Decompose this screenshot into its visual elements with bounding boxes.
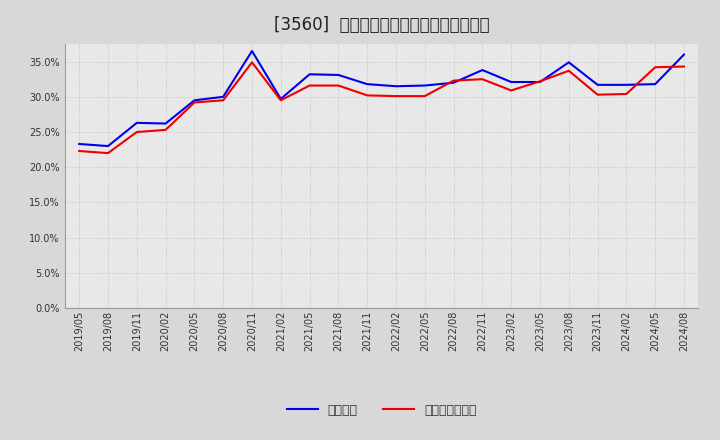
固定比率 (248, 48, 256, 54)
固定比率 (392, 84, 400, 89)
固定比率 (363, 81, 372, 87)
固定長期適合率 (622, 92, 631, 97)
固定比率 (132, 120, 141, 125)
固定比率 (564, 60, 573, 65)
固定長期適合率 (564, 68, 573, 73)
固定長期適合率 (680, 64, 688, 69)
固定比率 (507, 79, 516, 84)
固定比率 (334, 72, 343, 77)
固定比率 (276, 96, 285, 102)
固定長期適合率 (593, 92, 602, 97)
固定長期適合率 (363, 93, 372, 98)
固定長期適合率 (276, 98, 285, 103)
固定比率 (104, 143, 112, 149)
Legend: 固定比率, 固定長期適合率: 固定比率, 固定長期適合率 (282, 399, 482, 422)
固定長期適合率 (190, 100, 199, 105)
固定長期適合率 (132, 129, 141, 135)
Title: [3560]  固定比率、固定長期適合率の推移: [3560] 固定比率、固定長期適合率の推移 (274, 16, 490, 34)
固定長期適合率 (161, 127, 170, 132)
固定長期適合率 (420, 93, 429, 99)
固定比率 (593, 82, 602, 88)
固定長期適合率 (536, 79, 544, 84)
Line: 固定比率: 固定比率 (79, 51, 684, 146)
固定比率 (190, 98, 199, 103)
固定比率 (449, 80, 458, 85)
固定長期適合率 (478, 77, 487, 82)
固定比率 (622, 82, 631, 88)
固定比率 (219, 94, 228, 99)
固定比率 (305, 72, 314, 77)
固定長期適合率 (248, 60, 256, 65)
Line: 固定長期適合率: 固定長期適合率 (79, 62, 684, 153)
固定比率 (478, 67, 487, 73)
固定長期適合率 (334, 83, 343, 88)
固定比率 (651, 81, 660, 87)
固定長期適合率 (219, 98, 228, 103)
固定長期適合率 (449, 78, 458, 83)
固定長期適合率 (507, 88, 516, 93)
固定長期適合率 (392, 93, 400, 99)
固定比率 (161, 121, 170, 126)
固定長期適合率 (305, 83, 314, 88)
固定長期適合率 (104, 150, 112, 156)
固定長期適合率 (651, 65, 660, 70)
固定長期適合率 (75, 148, 84, 154)
固定比率 (75, 141, 84, 147)
固定比率 (680, 52, 688, 57)
固定比率 (536, 79, 544, 84)
固定比率 (420, 83, 429, 88)
